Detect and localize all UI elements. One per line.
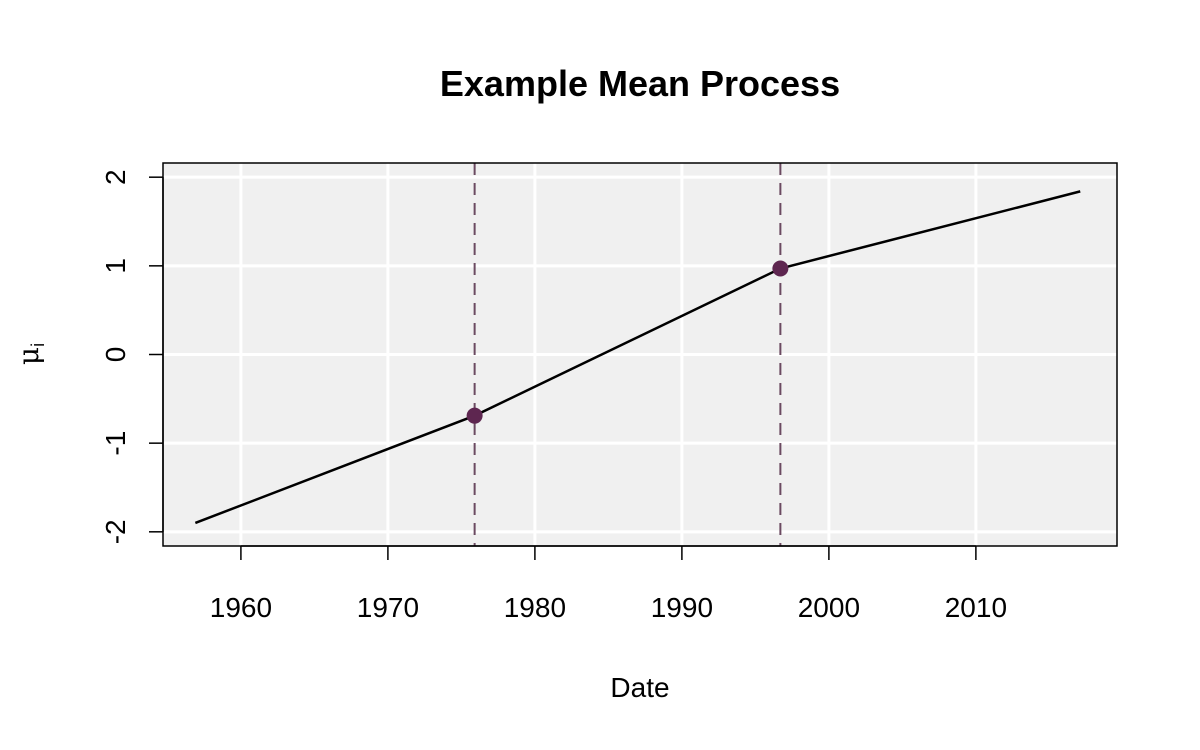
x-axis: 1960 1970 1980 1990 2000 2010 xyxy=(210,545,1007,623)
changepoint-lines xyxy=(473,163,782,546)
y-tick-label: -1 xyxy=(100,431,131,456)
changepoint-marker xyxy=(466,407,483,424)
changepoint-points xyxy=(466,260,789,424)
changepoint-marker xyxy=(772,260,789,277)
y-tick-label: -2 xyxy=(100,519,131,544)
x-tick-label: 1990 xyxy=(651,592,713,623)
series-group xyxy=(194,190,1081,525)
chart-title: Example Mean Process xyxy=(440,63,840,104)
y-tick-label: 0 xyxy=(100,347,131,363)
y-axis-label-symbol: μ xyxy=(12,347,45,365)
y-axis-label: μi xyxy=(12,343,48,365)
y-axis-label-subscript: i xyxy=(28,343,48,347)
y-tick-label: 1 xyxy=(100,258,131,274)
y-tick-label: 2 xyxy=(100,169,131,185)
x-tick-label: 1970 xyxy=(357,592,419,623)
x-tick-label: 1960 xyxy=(210,592,272,623)
series-line xyxy=(194,190,1081,525)
grid-lines xyxy=(163,163,1117,546)
x-tick-label: 2000 xyxy=(798,592,860,623)
y-axis: -2 -1 0 1 2 xyxy=(100,169,164,544)
x-tick-label: 2010 xyxy=(945,592,1007,623)
x-tick-label: 1980 xyxy=(504,592,566,623)
x-axis-label: Date xyxy=(610,672,669,703)
